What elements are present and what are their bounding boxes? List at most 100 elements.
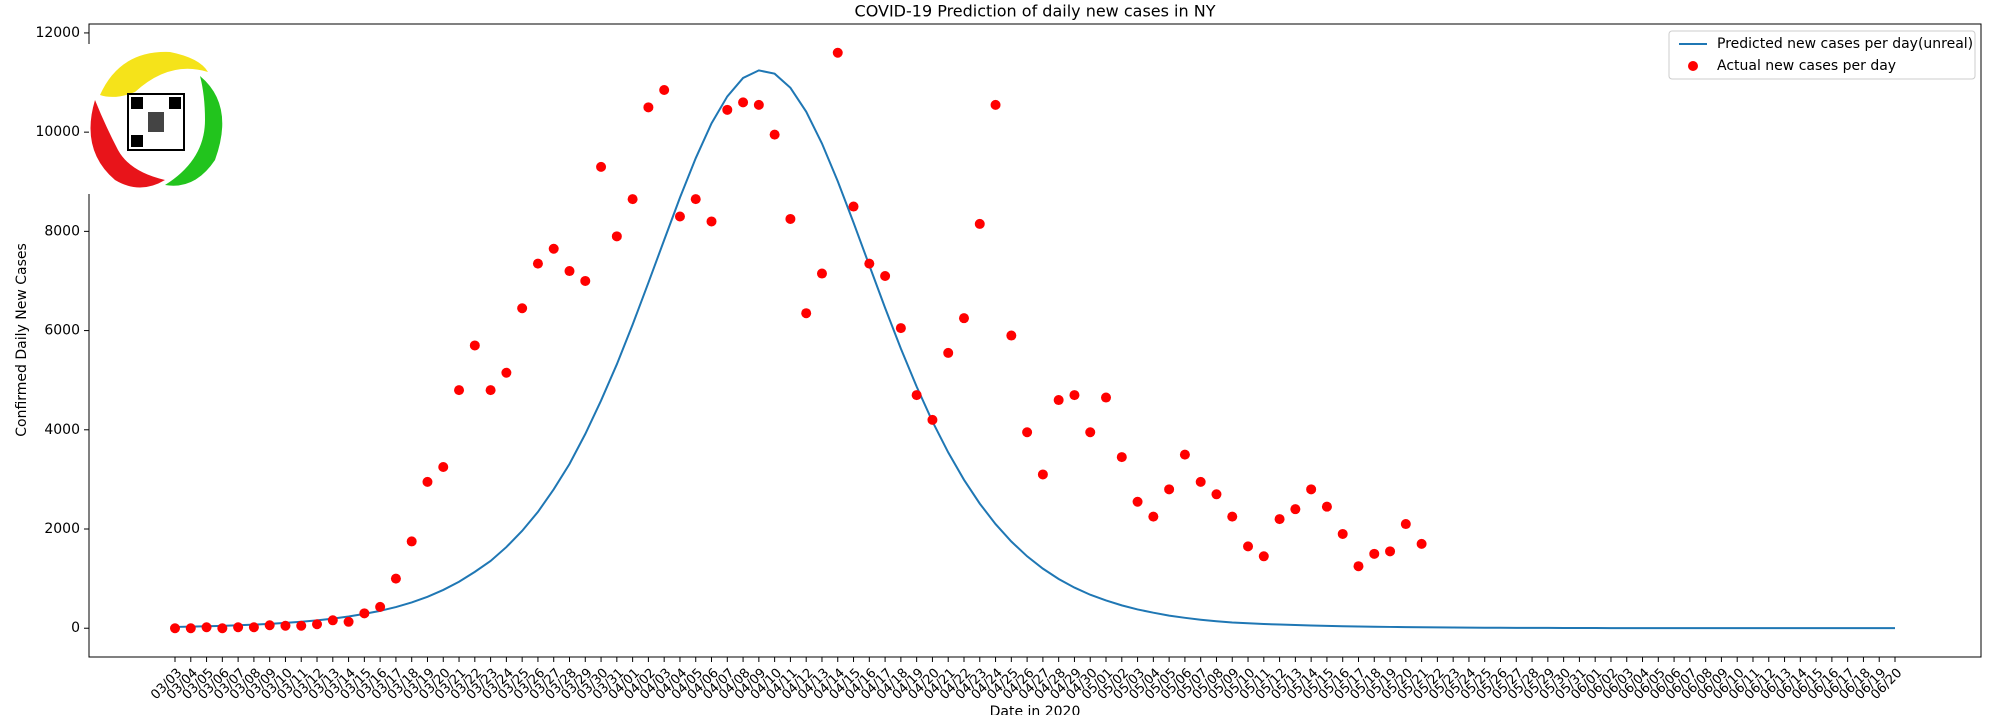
actual-point [280, 620, 291, 631]
actual-point [422, 476, 433, 487]
logo [84, 44, 230, 194]
actual-point [1037, 469, 1048, 480]
actual-point [170, 623, 180, 634]
actual-point [690, 194, 701, 205]
actual-point [801, 308, 812, 319]
actual-point [1274, 514, 1285, 525]
actual-point [769, 129, 780, 140]
actual-point [185, 623, 196, 634]
actual-point [1179, 449, 1190, 460]
actual-point [738, 97, 749, 108]
actual-point [1101, 392, 1112, 403]
actual-point [406, 536, 417, 547]
legend-box [1668, 30, 1976, 80]
actual-point [596, 161, 607, 172]
actual-point [895, 323, 906, 334]
actual-point [958, 313, 969, 324]
chart-title: COVID-19 Prediction of daily new cases i… [855, 2, 1216, 21]
actual-point [1416, 538, 1427, 549]
actual-point [816, 268, 827, 279]
y-tick-label: 0 [71, 620, 80, 636]
legend-swatch [1688, 61, 1698, 71]
actual-point [375, 601, 386, 612]
actual-point [201, 622, 212, 633]
actual-point [1116, 452, 1127, 463]
actual-point [532, 258, 543, 269]
y-tick-label: 2000 [44, 521, 80, 537]
actual-point [643, 102, 654, 113]
actual-point [343, 616, 354, 627]
actual-point [832, 47, 843, 58]
logo-yellow [100, 51, 208, 97]
actual-point [517, 303, 528, 314]
logo-qr-corner [169, 97, 181, 109]
actual-point [785, 213, 796, 224]
actual-point [1400, 519, 1411, 530]
y-tick-label: 8000 [44, 223, 80, 239]
actual-point [974, 218, 985, 229]
actual-point [990, 99, 1001, 110]
actual-point [1227, 511, 1238, 522]
actual-point [627, 194, 638, 205]
y-tick-label: 10000 [35, 124, 80, 140]
actual-point [943, 347, 954, 358]
actual-point [753, 99, 764, 110]
actual-point [1258, 551, 1269, 562]
logo-qr-corner [131, 135, 143, 147]
actual-point [217, 623, 228, 634]
actual-point [1290, 504, 1301, 515]
actual-point [1164, 484, 1175, 495]
actual-point [1006, 330, 1017, 341]
actual-point [359, 608, 370, 619]
actual-point [1195, 476, 1206, 487]
actual-point [1385, 546, 1396, 557]
prediction-line [174, 69, 1895, 630]
actual-point [454, 385, 465, 396]
actual-point [248, 622, 259, 633]
actual-point [674, 211, 685, 222]
actual-point [1337, 528, 1348, 539]
actual-point [722, 104, 733, 115]
actual-point [485, 385, 496, 396]
x-axis-label: Date in 2020 [990, 704, 1081, 715]
actual-point [312, 619, 323, 630]
y-tick-label: 6000 [44, 323, 80, 339]
actual-point [1132, 496, 1143, 507]
actual-point [564, 266, 575, 277]
actual-point [264, 620, 275, 631]
actual-point [848, 201, 859, 212]
actual-point [1148, 511, 1159, 522]
actual-point [659, 84, 670, 95]
plot-frame [88, 23, 1982, 658]
actual-point [580, 275, 591, 286]
actual-point [501, 367, 512, 378]
actual-point [1085, 427, 1096, 438]
actual-point [1022, 427, 1033, 438]
actual-point [1211, 489, 1222, 500]
actual-point [706, 216, 717, 227]
actual-point [1069, 390, 1080, 401]
actual-point [1243, 541, 1254, 552]
actual-point [438, 462, 449, 473]
logo-green [165, 76, 223, 186]
actual-point [611, 231, 622, 242]
y-tick-label: 12000 [35, 25, 80, 41]
actual-point [1321, 501, 1332, 512]
actual-point [911, 390, 922, 401]
actual-point [1306, 484, 1317, 495]
actual-point [296, 620, 307, 631]
actual-point [327, 615, 338, 626]
actual-point [927, 414, 938, 425]
actual-point [390, 573, 401, 584]
actual-point [1369, 548, 1380, 559]
logo-red [90, 100, 165, 188]
legend-label: Actual new cases per day [1717, 58, 1896, 74]
legend-label: Predicted new cases per day(unreal) [1717, 36, 1973, 52]
actual-point [469, 340, 480, 351]
y-axis-label: Confirmed Daily New Cases [14, 243, 30, 437]
actual-point [880, 271, 891, 282]
actual-point [1353, 561, 1364, 572]
actual-point [1053, 395, 1064, 406]
